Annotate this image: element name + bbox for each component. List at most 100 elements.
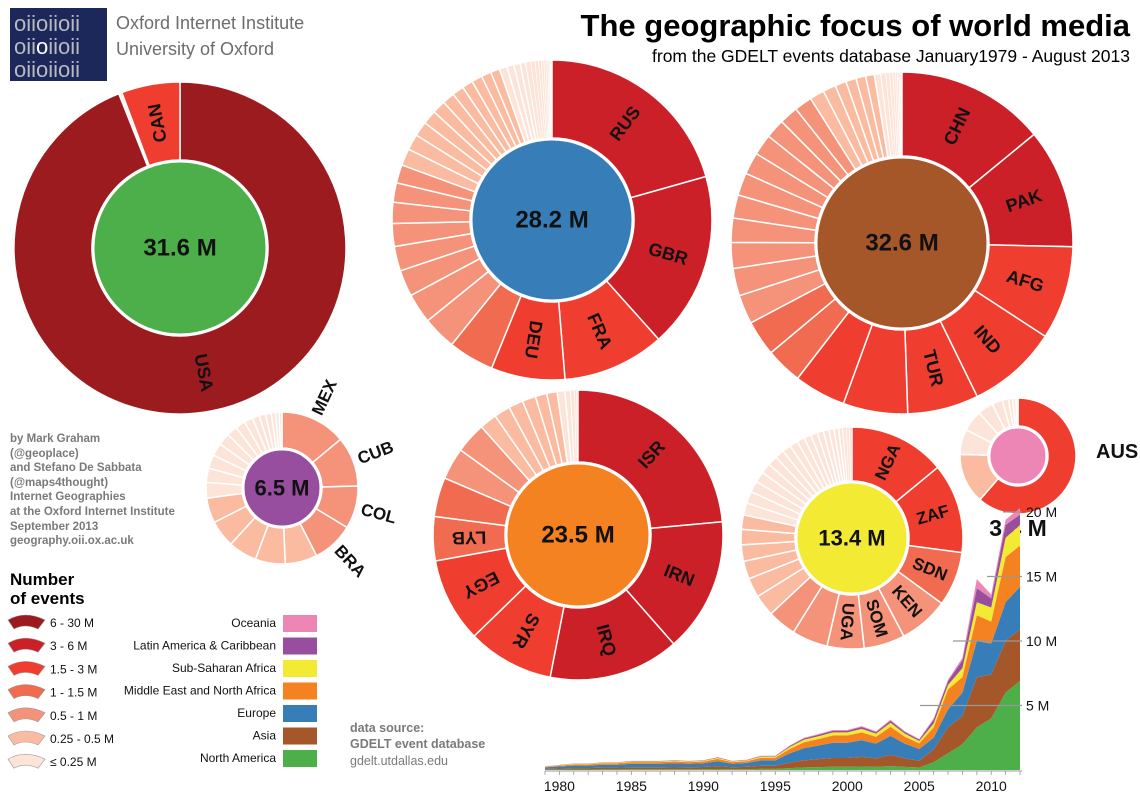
oii-logo: oiioiioii oiioiioii oiioiioii — [10, 8, 107, 82]
x-tick-label: 1990 — [688, 778, 719, 794]
legend-bin-label: 1 - 1.5 M — [50, 686, 97, 700]
region-total-circle — [91, 159, 269, 337]
legend-bin-item: 1 - 1.5 M — [7, 684, 97, 700]
legend-region-item: Latin America & Caribbean — [133, 637, 317, 655]
region-total-circle — [987, 425, 1049, 487]
legend-region-swatch — [283, 750, 317, 767]
bin-swatch-icon — [7, 707, 46, 723]
credit-website: geography.oii.ox.ac.uk — [10, 535, 134, 547]
page-title: The geographic focus of world media — [581, 8, 1131, 43]
source-name: GDELT event database — [350, 737, 485, 751]
region-total-circle — [241, 447, 323, 529]
bin-swatch-icon — [7, 753, 46, 769]
region-donut: AUS3.4 M — [959, 397, 1138, 541]
bin-swatch-icon — [7, 684, 46, 699]
region-legend: Oceania Latin America & Caribbean Sub-Saha… — [124, 615, 317, 767]
country-label: AUS — [1096, 441, 1138, 463]
legend-region-swatch — [283, 705, 317, 722]
country-label: LYB — [452, 527, 487, 548]
legend-region-label: Latin America & Caribbean — [133, 639, 276, 653]
legend-region-swatch — [283, 615, 317, 632]
country-label: CUB — [355, 437, 396, 468]
legend-region-item: Europe — [237, 705, 317, 722]
legend-bin-label: 0.5 - 1 M — [50, 709, 97, 723]
source-label: data source: — [350, 721, 424, 735]
credit-line: at the Oxford Internet Institute — [10, 506, 175, 518]
legend-title: of events — [10, 589, 85, 608]
svg-text:oiioiioii: oiioiioii — [14, 34, 80, 59]
legend-bin-label: 6 - 30 M — [50, 616, 94, 630]
x-tick-label: 1985 — [616, 778, 647, 794]
bin-swatch-icon — [7, 614, 46, 630]
y-tick-label: 5 M — [1026, 698, 1049, 714]
legend-bin-item: 3 - 6 M — [7, 637, 87, 653]
legend-bin-label: 1.5 - 3 M — [50, 662, 97, 676]
x-tick-label: 2005 — [904, 778, 935, 794]
legend-region-item: Sub-Saharan Africa — [172, 660, 317, 677]
region-total-label: 13.4 M — [818, 526, 885, 551]
country-slice[interactable] — [1015, 397, 1019, 427]
bin-swatch-icon — [7, 730, 46, 746]
source-url[interactable]: gdelt.utdallas.edu — [350, 754, 448, 768]
legend-region-item: Middle East and North Africa — [124, 682, 317, 700]
x-tick-label: 1995 — [760, 778, 791, 794]
legend-region-swatch — [283, 637, 317, 655]
x-tick-label: 2000 — [832, 778, 863, 794]
legend-region-item: Oceania — [231, 615, 317, 632]
legend-region-swatch — [283, 727, 317, 745]
svg-text:oiioiioii: oiioiioii — [14, 57, 80, 82]
events-bin-legend: 6 - 30 M 3 - 6 M 1.5 - 3 M 1 - 1.5 M 0.5 - 1… — [7, 614, 114, 769]
legend-region-label: Middle East and North Africa — [124, 684, 276, 698]
university-name: University of Oxford — [116, 39, 274, 59]
country-label: MEX — [308, 376, 341, 418]
legend-region-item: North America — [200, 750, 317, 767]
legend-region-swatch — [283, 660, 317, 677]
legend-title: Number — [10, 570, 75, 589]
legend-region-label: North America — [200, 751, 276, 765]
legend-bin-item: 0.5 - 1 M — [7, 707, 97, 723]
events-area-chart: 1980 1985 1990 1995 2000 2005 2010 5 M 10 M 15 M 2… — [544, 504, 1057, 794]
region-total-label: 31.6 M — [143, 235, 216, 262]
region-total-circle — [794, 480, 910, 596]
institute-name: Oxford Internet Institute — [116, 13, 304, 33]
country-label: UGA — [836, 602, 857, 641]
region-total-label: 23.5 M — [541, 522, 614, 549]
legend-bin-item: 6 - 30 M — [7, 614, 94, 630]
country-slice[interactable] — [901, 71, 903, 157]
country-label: BRA — [331, 541, 370, 581]
legend-region-label: Oceania — [231, 616, 276, 630]
legend-region-label: Sub-Saharan Africa — [172, 661, 276, 675]
legend-region-swatch — [283, 682, 317, 700]
bin-swatch-icon — [7, 637, 46, 653]
region-total-label: 6.5 M — [254, 476, 309, 501]
region-total-circle — [504, 461, 652, 609]
legend-region-label: Europe — [237, 706, 276, 720]
country-slice[interactable] — [278, 411, 283, 449]
credit-line: and Stefano De Sabbata — [10, 462, 142, 474]
legend-region-item: Asia — [253, 727, 317, 745]
y-tick-label: 20 M — [1026, 504, 1057, 520]
region-total-label: 32.6 M — [865, 230, 938, 257]
y-tick-label: 15 M — [1026, 569, 1057, 585]
area-series-0 — [545, 680, 1020, 770]
country-label: COL — [359, 500, 399, 528]
legend-bin-item: 0.25 - 0.5 M — [7, 730, 114, 746]
x-tick-label: 1980 — [544, 778, 575, 794]
credit-line: Internet Geographies — [10, 491, 126, 503]
legend-bin-item: ≤ 0.25 M — [7, 753, 97, 769]
page-subtitle: from the GDELT events database January19… — [652, 46, 1130, 66]
credit-line: (@maps4thought) — [10, 477, 108, 489]
bin-swatch-icon — [7, 661, 46, 676]
region-total-circle — [814, 155, 990, 331]
credits: by Mark Graham (@geoplace) and Stefano D… — [10, 433, 175, 547]
svg-text:oiioiioii: oiioiioii — [14, 11, 80, 36]
legend-bin-label: 3 - 6 M — [50, 639, 87, 653]
region-total-circle — [469, 137, 635, 303]
